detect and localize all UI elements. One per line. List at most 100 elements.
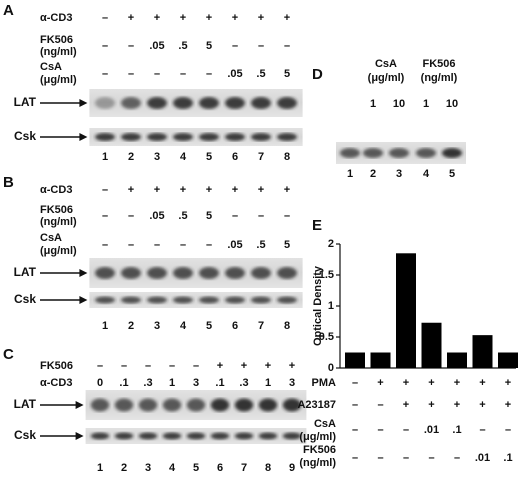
condition-value: – — [258, 40, 264, 52]
condition-value: + — [128, 12, 134, 24]
band — [173, 133, 193, 141]
band — [147, 296, 167, 304]
condition-value: + — [232, 184, 238, 196]
band — [121, 296, 141, 304]
condition-value: 5 — [206, 40, 212, 52]
band — [234, 432, 254, 440]
condition-label: (μg/ml) — [40, 245, 77, 257]
condition-value: – — [284, 40, 290, 52]
bar — [345, 352, 365, 368]
condition-value: 5 — [206, 210, 212, 222]
condition-value: – — [505, 424, 511, 436]
band — [251, 296, 271, 304]
condition-value: – — [352, 377, 358, 389]
blot-label: LAT — [14, 397, 37, 411]
lane-number: 5 — [206, 320, 212, 332]
condition-value: – — [102, 239, 108, 251]
condition-label: FK506 — [40, 34, 73, 46]
condition-value: + — [180, 184, 186, 196]
condition-value: + — [479, 377, 485, 389]
condition-value: – — [232, 40, 238, 52]
condition-value: + — [265, 360, 271, 372]
band — [258, 398, 278, 412]
condition-value: .1 — [452, 424, 461, 436]
band — [277, 296, 297, 304]
arrow-head — [79, 296, 88, 304]
y-tick-label: 1 — [328, 300, 334, 312]
band — [173, 97, 193, 109]
condition-value: + — [377, 377, 383, 389]
condition-value: – — [403, 452, 409, 464]
condition-value: – — [128, 239, 134, 251]
lane-number: 4 — [180, 320, 187, 332]
band — [95, 296, 115, 304]
band — [173, 267, 193, 279]
condition-value: – — [377, 452, 383, 464]
condition-label: A23187 — [297, 399, 336, 411]
condition-value: + — [289, 360, 295, 372]
band — [225, 296, 245, 304]
condition-value: + — [128, 184, 134, 196]
condition-value: + — [232, 12, 238, 24]
band — [95, 133, 115, 141]
lane-number: 3 — [145, 462, 151, 474]
band — [121, 267, 141, 279]
condition-value: .5 — [178, 40, 187, 52]
lane-number: 2 — [128, 320, 134, 332]
blot-label: LAT — [14, 95, 37, 109]
blot-label: Csk — [14, 129, 36, 143]
band — [251, 97, 271, 109]
band — [138, 432, 158, 440]
band — [442, 148, 462, 158]
condition-value: – — [128, 40, 134, 52]
condition-value: .05 — [149, 40, 164, 52]
bar — [498, 352, 518, 368]
condition-value: – — [352, 452, 358, 464]
condition-value: – — [154, 68, 160, 80]
condition-label: α-CD3 — [40, 12, 72, 24]
condition-value: .5 — [178, 210, 187, 222]
band — [147, 267, 167, 279]
condition-value: + — [180, 12, 186, 24]
y-tick-label: 1.5 — [319, 269, 334, 281]
band — [225, 97, 245, 109]
band — [251, 267, 271, 279]
lane-number: 4 — [180, 151, 187, 163]
arrow-head — [75, 401, 84, 409]
condition-value: .1 — [119, 377, 128, 389]
condition-value: + — [154, 12, 160, 24]
bar — [396, 253, 416, 368]
condition-value: + — [479, 399, 485, 411]
condition-value: – — [377, 424, 383, 436]
band — [363, 148, 383, 158]
condition-value: 10 — [446, 98, 458, 110]
condition-label: FK506 — [40, 204, 73, 216]
condition-label: CsA — [40, 232, 62, 244]
condition-value: 1 — [423, 98, 429, 110]
band — [251, 133, 271, 141]
arrow-head — [79, 269, 88, 277]
condition-label: FK506 — [303, 444, 336, 456]
condition-label: α-CD3 — [40, 184, 72, 196]
condition-label: CsA — [40, 61, 62, 73]
condition-value: + — [428, 399, 434, 411]
lane-number: 2 — [128, 151, 134, 163]
condition-value: 5 — [284, 68, 290, 80]
lane-number: 7 — [241, 462, 247, 474]
arrow-head — [79, 133, 88, 141]
lane-number: 8 — [284, 320, 290, 332]
panel-label: E — [312, 217, 322, 234]
lane-number: 7 — [258, 320, 264, 332]
condition-value: 3 — [193, 377, 199, 389]
lane-number: 5 — [449, 168, 455, 180]
panel-label: C — [3, 346, 14, 363]
panel-label: A — [3, 2, 14, 19]
condition-value: + — [428, 377, 434, 389]
condition-value: .3 — [143, 377, 152, 389]
condition-value: – — [403, 424, 409, 436]
condition-value: – — [180, 68, 186, 80]
condition-value: + — [206, 184, 212, 196]
lane-number: 6 — [232, 151, 238, 163]
band — [147, 133, 167, 141]
